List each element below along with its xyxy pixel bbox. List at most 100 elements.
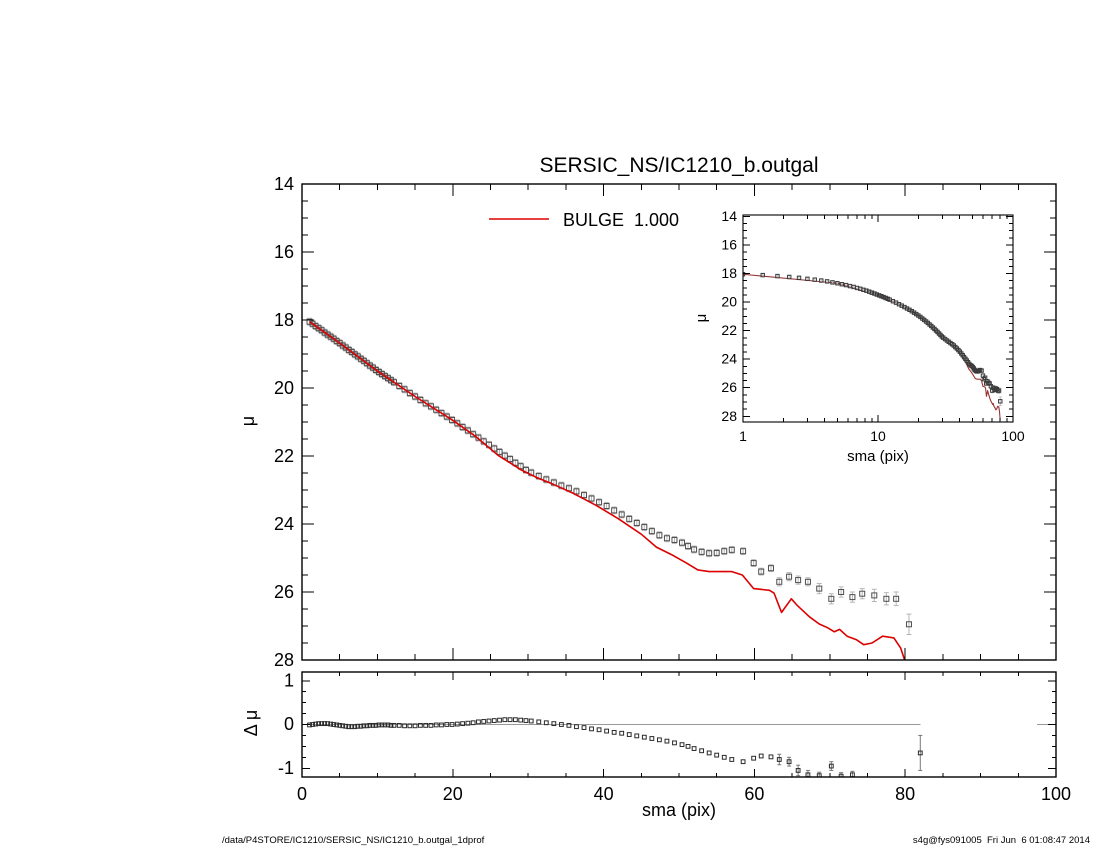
data-point-marker [581, 725, 587, 730]
data-point-marker [859, 590, 866, 597]
inset-x-axis-label: sma (pix) [847, 448, 909, 465]
data-point-marker [460, 721, 466, 727]
x-tick-label: 80 [895, 784, 915, 804]
y-tick-label: 22 [274, 446, 294, 466]
data-point-marker [786, 759, 792, 765]
data-point-marker [812, 277, 817, 282]
data-point-marker [319, 721, 325, 727]
y-tick-label: 1 [284, 670, 294, 690]
data-point-marker [838, 589, 845, 595]
y-tick-label: 18 [274, 310, 294, 330]
data-point-marker [641, 524, 648, 531]
data-point-marker [611, 729, 617, 735]
data-point-marker [604, 728, 610, 734]
inset-background [743, 215, 1013, 422]
data-point-marker [721, 754, 727, 760]
data-point-marker [795, 577, 802, 584]
data-point-marker [664, 738, 670, 744]
data-point-marker [603, 502, 610, 509]
data-point-marker [626, 732, 632, 737]
data-point-marker [439, 722, 444, 728]
x-tick-label: 20 [443, 784, 463, 804]
data-point-marker [819, 278, 824, 283]
data-point-marker [379, 722, 385, 728]
data-point-marker [438, 410, 445, 417]
data-point-marker [358, 723, 364, 729]
footer-file-path: /data/P4STORE/IC1210/SERSIC_NS/IC1210_b.… [222, 835, 485, 846]
main-panel: 14 16 18 20 22 24 26 28 SERSIC_NS/IC1210_b.outg… [238, 154, 1057, 670]
inset-axis-tick-labels: 14 16 18 20 22 24 26 281 10 100 [721, 208, 1024, 444]
data-point-marker [804, 578, 811, 585]
data-point-marker [786, 573, 793, 580]
data-point-marker [824, 279, 830, 284]
data-point-marker [486, 718, 492, 724]
y-tick-label: -1 [278, 758, 294, 778]
data-point-marker [310, 722, 315, 727]
data-point-marker [685, 743, 691, 749]
data-point-marker [775, 273, 780, 279]
data-point-marker [893, 595, 900, 602]
data-point-marker [501, 452, 508, 459]
data-point-marker [402, 723, 407, 729]
data-point-marker [512, 459, 519, 466]
data-point-marker [340, 723, 346, 729]
data-point-marker [376, 722, 382, 728]
inset-y-axis-label: μ [693, 314, 710, 323]
main-y-axis-label: μ [238, 416, 258, 426]
data-point-marker [528, 718, 534, 724]
data-point-marker [679, 742, 685, 748]
data-point-marker [706, 550, 713, 557]
data-point-marker [422, 400, 429, 407]
data-point-marker [388, 722, 394, 728]
data-point-marker [588, 495, 595, 502]
inset-data-layer [743, 272, 1003, 420]
x-tick-label: 60 [744, 784, 764, 804]
data-point-marker [816, 585, 823, 592]
data-point-marker [843, 282, 849, 288]
data-point-marker [507, 717, 513, 723]
y-tick-label: 18 [721, 265, 737, 281]
data-point-marker [839, 282, 845, 287]
data-point-marker [649, 736, 655, 741]
data-point-marker [626, 515, 633, 522]
legend-bulge-label: BULGE 1.000 [563, 210, 679, 230]
data-point-marker [740, 548, 747, 555]
data-point-marker [768, 754, 774, 760]
data-point-marker [713, 549, 720, 556]
data-point-marker [979, 368, 984, 373]
data-point-marker [671, 536, 678, 543]
data-point-marker [728, 546, 735, 553]
data-point-marker [872, 291, 877, 296]
data-point-marker [491, 445, 498, 452]
y-tick-label: 16 [721, 236, 737, 252]
data-point-marker [454, 721, 460, 727]
data-point-marker [401, 386, 408, 393]
data-point-marker [491, 718, 497, 723]
data-point-marker [679, 539, 686, 546]
legend: BULGE 1.000 [489, 210, 679, 230]
data-point-marker [325, 721, 331, 727]
data-point-marker [423, 722, 429, 728]
data-point-marker [758, 753, 764, 759]
data-point-marker [830, 280, 835, 285]
data-point-marker [767, 565, 774, 572]
data-point-marker [558, 722, 564, 727]
data-point-marker [497, 717, 502, 723]
y-tick-label: 14 [721, 208, 737, 224]
data-point-marker [412, 723, 418, 729]
data-point-marker [328, 721, 334, 727]
y-tick-label: 14 [274, 174, 294, 194]
data-point-marker [337, 722, 343, 728]
data-point-marker [776, 757, 782, 762]
inset-axis-ticks [742, 215, 1014, 422]
data-point-marker [828, 763, 834, 769]
y-tick-label: 24 [721, 351, 737, 367]
data-point-marker [641, 734, 647, 740]
x-tick-label: 10 [870, 428, 886, 444]
data-point-marker [334, 722, 340, 728]
data-point-marker [313, 721, 318, 727]
y-tick-label: 26 [721, 379, 737, 395]
x-tick-label: 100 [1041, 784, 1071, 804]
